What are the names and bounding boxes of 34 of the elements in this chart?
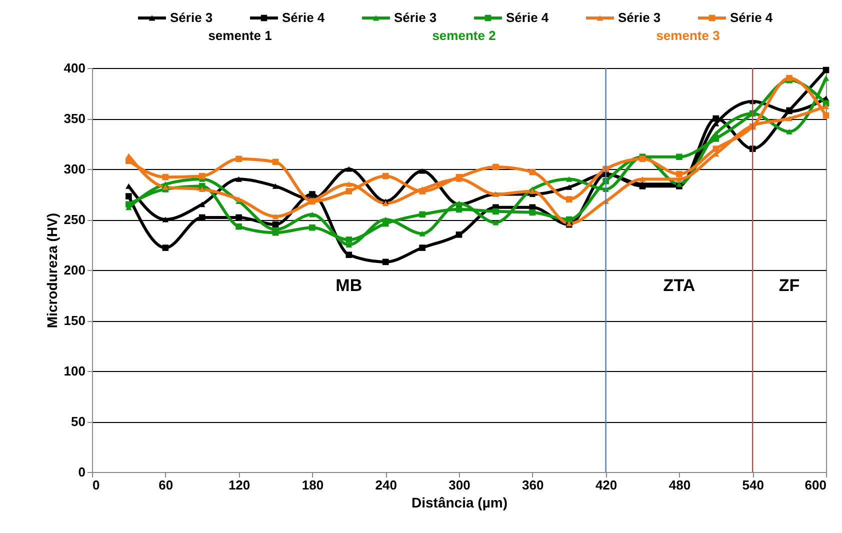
x-tick-label: 600 [804, 478, 826, 492]
x-tick-label: 120 [228, 478, 250, 492]
x-tick-label: 300 [448, 478, 470, 492]
legend-label: Série 4 [282, 10, 326, 25]
y-tick-label: 250 [64, 212, 86, 227]
y-tick-label: 100 [64, 364, 86, 378]
y-axis-title: Microdureza (HV) [44, 212, 60, 328]
legend-label: Série 4 [730, 10, 774, 25]
x-tick-label: 0 [92, 478, 100, 492]
legend-label: Série 4 [506, 10, 550, 25]
y-tick-label: 300 [64, 162, 86, 176]
y-tick-label: 150 [64, 313, 86, 328]
legend-label: Série 3 [394, 10, 437, 25]
annotation: ZTA [663, 276, 696, 296]
y-tick-label: 400 [64, 60, 86, 76]
x-axis-title: Distância (µm) [412, 494, 508, 510]
x-tick-label: 480 [668, 478, 691, 492]
legend-label: Série 3 [170, 10, 213, 25]
y-tick-label: 0 [78, 464, 86, 480]
x-tick-label: 420 [595, 478, 618, 492]
text: semente 1 [208, 28, 272, 43]
annotation: ZF [778, 276, 800, 296]
annotation: MB [336, 276, 362, 296]
x-tick-label: 60 [158, 478, 174, 492]
text: semente 3 [656, 28, 720, 43]
y-tick-label: 200 [64, 262, 86, 278]
legend-label: Série 3 [618, 10, 661, 25]
text: semente 2 [432, 28, 496, 43]
x-tick-label: 540 [742, 478, 764, 492]
x-tick-label: 240 [375, 478, 397, 492]
x-tick-label: 180 [302, 478, 324, 492]
y-tick-label: 350 [64, 111, 86, 126]
y-tick-label: 50 [71, 414, 86, 429]
x-tick-label: 360 [522, 478, 544, 492]
